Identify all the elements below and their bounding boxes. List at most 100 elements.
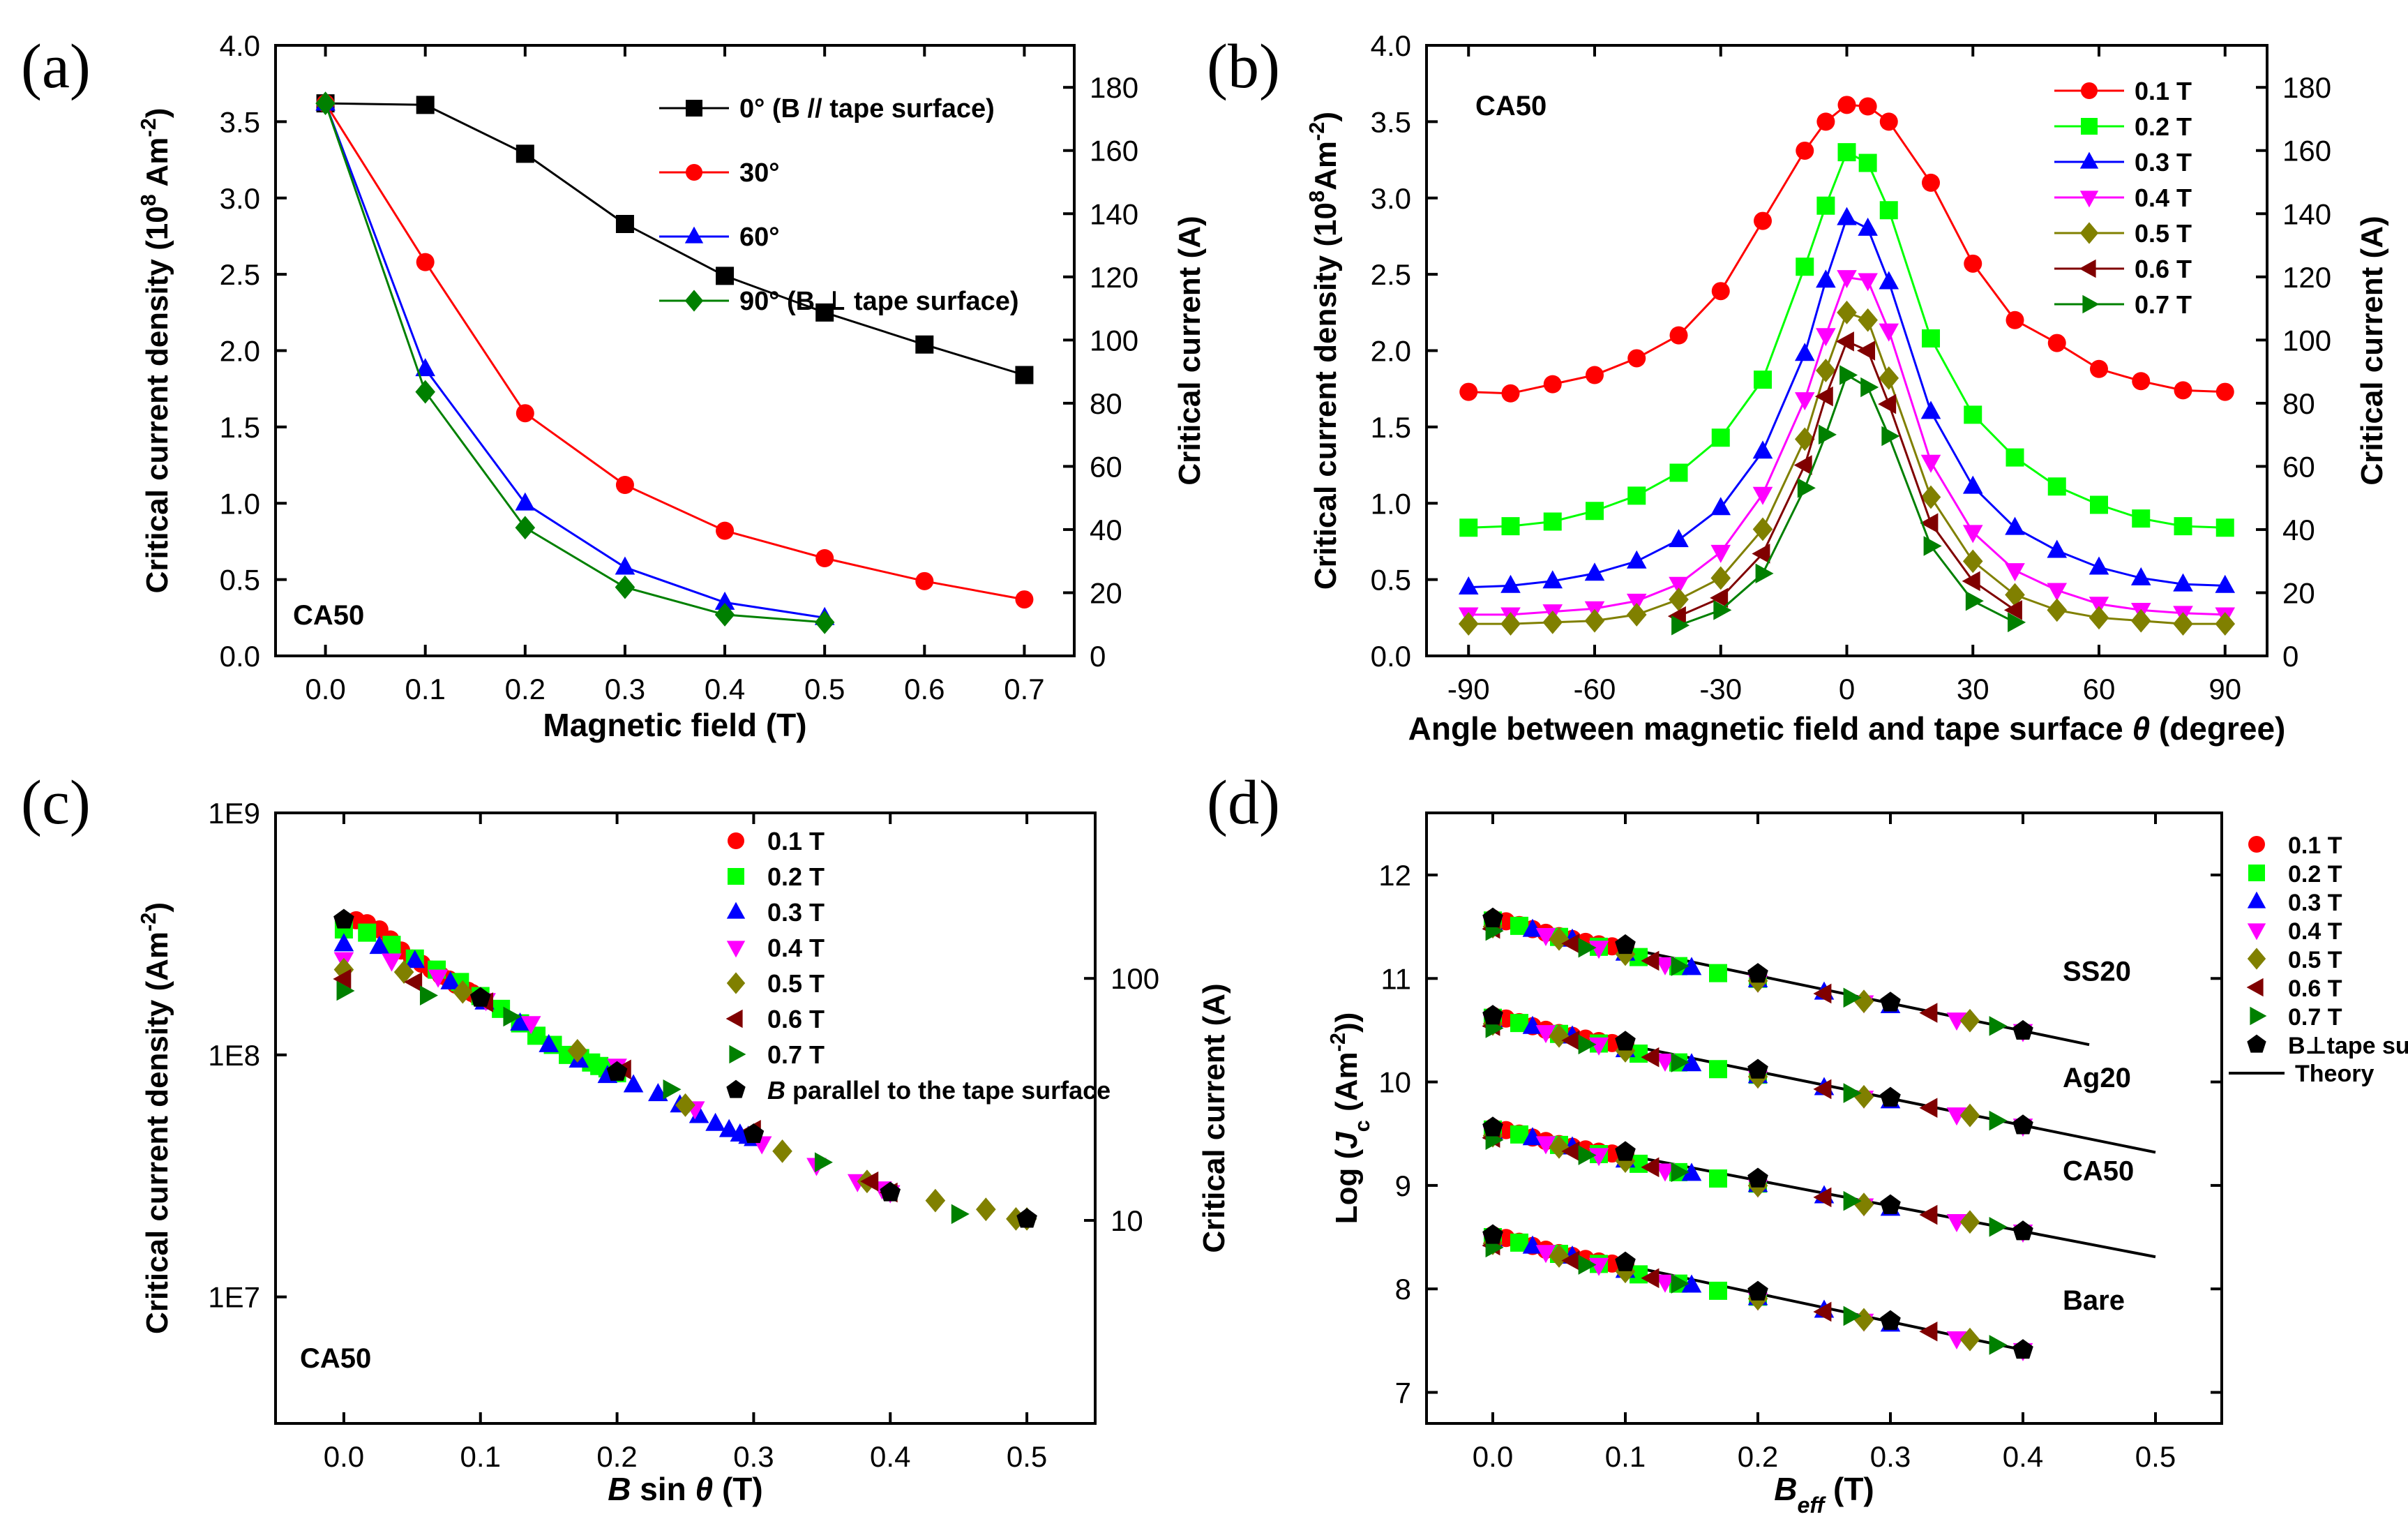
- legend-label: 0.2 T: [2288, 861, 2342, 888]
- panel-label: (d): [1207, 768, 1280, 837]
- data-marker: [1615, 1251, 1636, 1271]
- data-marker: [1627, 349, 1646, 368]
- series-0-6-t: [1667, 331, 2022, 627]
- y-tick-label: 0.0: [1371, 640, 1411, 673]
- data-marker: [1879, 201, 1898, 220]
- data-marker: [1578, 1255, 1597, 1275]
- data-marker: [1015, 366, 1034, 384]
- data-marker: [915, 571, 934, 590]
- data-marker: [623, 1074, 644, 1093]
- x-tick-label: 0.0: [1473, 1440, 1513, 1473]
- data-marker: [336, 980, 355, 1001]
- data-marker: [1671, 1052, 1690, 1072]
- data-marker: [1641, 1047, 1660, 1068]
- x-tick-label: 0.1: [405, 673, 445, 705]
- series-line: [1678, 340, 2016, 618]
- data-marker: [1879, 271, 1899, 290]
- data-marker: [1626, 550, 1647, 569]
- data-marker: [1853, 989, 1874, 1014]
- series-0-3-t: [333, 933, 764, 1146]
- chart-panel-a: (a) 0.0 0.1 0.2 0.3 0.4 0.5 0.6 0.7 0.0 0.5 1.0 1.5 2…: [21, 29, 1207, 743]
- y-tick-label: 3.0: [1371, 182, 1411, 215]
- data-marker: [1747, 963, 1768, 983]
- legend-label: 0.2 T: [2135, 112, 2192, 141]
- data-marker: [814, 1152, 833, 1173]
- y-tick-label: 4.0: [1371, 29, 1411, 62]
- data-marker: [1919, 1321, 1938, 1342]
- data-marker: [2012, 1339, 2033, 1359]
- legend-marker: [2248, 836, 2265, 853]
- x-tick-label: 0.5: [1007, 1440, 1047, 1473]
- data-marker: [606, 1061, 628, 1081]
- data-marker: [1006, 1206, 1026, 1231]
- legend-label: 0.6 T: [767, 1005, 825, 1033]
- series-0-3-t: [1482, 911, 1901, 1332]
- data-marker: [1535, 928, 1556, 947]
- data-marker: [1655, 1163, 1676, 1182]
- data-marker: [1681, 1274, 1702, 1293]
- x-tick-label: 0.4: [2003, 1440, 2043, 1473]
- y2-tick-label: 140: [2282, 197, 2331, 230]
- data-marker: [1860, 377, 1879, 398]
- legend-label: 0.5 T: [2135, 219, 2192, 248]
- y-tick-label: 8: [1395, 1273, 1411, 1306]
- data-marker: [1510, 1233, 1528, 1252]
- data-marker: [1919, 1003, 1938, 1023]
- data-marker: [615, 214, 634, 233]
- data-marker: [428, 969, 449, 988]
- series-line: [1468, 276, 2225, 616]
- y-tick-label: 3.0: [220, 182, 260, 215]
- data-marker: [415, 358, 435, 377]
- data-marker: [1671, 1273, 1690, 1294]
- data-marker: [1962, 549, 1983, 574]
- x-tick-label: 0.3: [1870, 1440, 1911, 1473]
- x-tick-label: -90: [1447, 673, 1490, 705]
- data-marker: [1016, 1208, 1037, 1228]
- data-marker: [2005, 516, 2025, 535]
- data-marker: [1880, 1194, 1901, 1214]
- data-marker: [688, 1105, 709, 1123]
- chart-panel-b: (b) -90 -60 -30 0 30 60 90 0.0 0.5 1.0 1.5 2.0 2.5 3.0…: [1207, 29, 2389, 747]
- series-0-b-tape-surface-: [316, 94, 1034, 384]
- data-marker: [1858, 97, 1877, 116]
- data-marker: [1500, 574, 1521, 593]
- legend-label: 0.4 T: [767, 934, 825, 962]
- data-marker: [1878, 394, 1897, 414]
- legend-label: 0.1 T: [767, 827, 825, 855]
- data-marker: [2008, 612, 2026, 633]
- data-marker: [1879, 112, 1898, 131]
- data-marker: [1669, 588, 1689, 611]
- y2-tick-label: 80: [2282, 387, 2315, 420]
- x-tick-label: 0.7: [1004, 673, 1044, 705]
- data-marker: [1482, 1116, 1503, 1137]
- legend-label: 0.6 T: [2288, 975, 2342, 1002]
- data-marker: [772, 1139, 792, 1163]
- data-marker: [1522, 1235, 1543, 1254]
- series-0-7-t: [336, 980, 970, 1225]
- data-marker: [1626, 603, 1647, 627]
- x-tick-label: 30: [1957, 673, 1989, 705]
- data-marker: [2173, 612, 2193, 636]
- data-marker: [705, 1112, 725, 1131]
- data-marker: [1522, 1127, 1543, 1146]
- y-tick-label: 1E9: [208, 797, 260, 830]
- data-marker: [1711, 428, 1730, 447]
- x-tick-label: 0.2: [596, 1440, 637, 1473]
- data-marker: [1794, 427, 1815, 451]
- series-0-1-t: [1459, 96, 2234, 403]
- y-axis-label: Log (Jc (Am-2)): [1325, 1012, 1374, 1225]
- legend-marker: [726, 902, 746, 919]
- data-marker: [1709, 1060, 1727, 1079]
- series-0-5-t: [1482, 915, 1980, 1352]
- panel-label: (c): [21, 768, 91, 837]
- data-marker: [1965, 590, 1984, 611]
- data-marker: [1813, 1301, 1832, 1322]
- data-marker: [1669, 463, 1688, 482]
- data-marker: [382, 936, 401, 955]
- series-line: [324, 103, 825, 624]
- legend-label: 0.1 T: [2288, 832, 2342, 859]
- data-marker: [1920, 401, 1941, 419]
- legend-marker: [2248, 865, 2265, 881]
- data-marker: [1752, 486, 1773, 505]
